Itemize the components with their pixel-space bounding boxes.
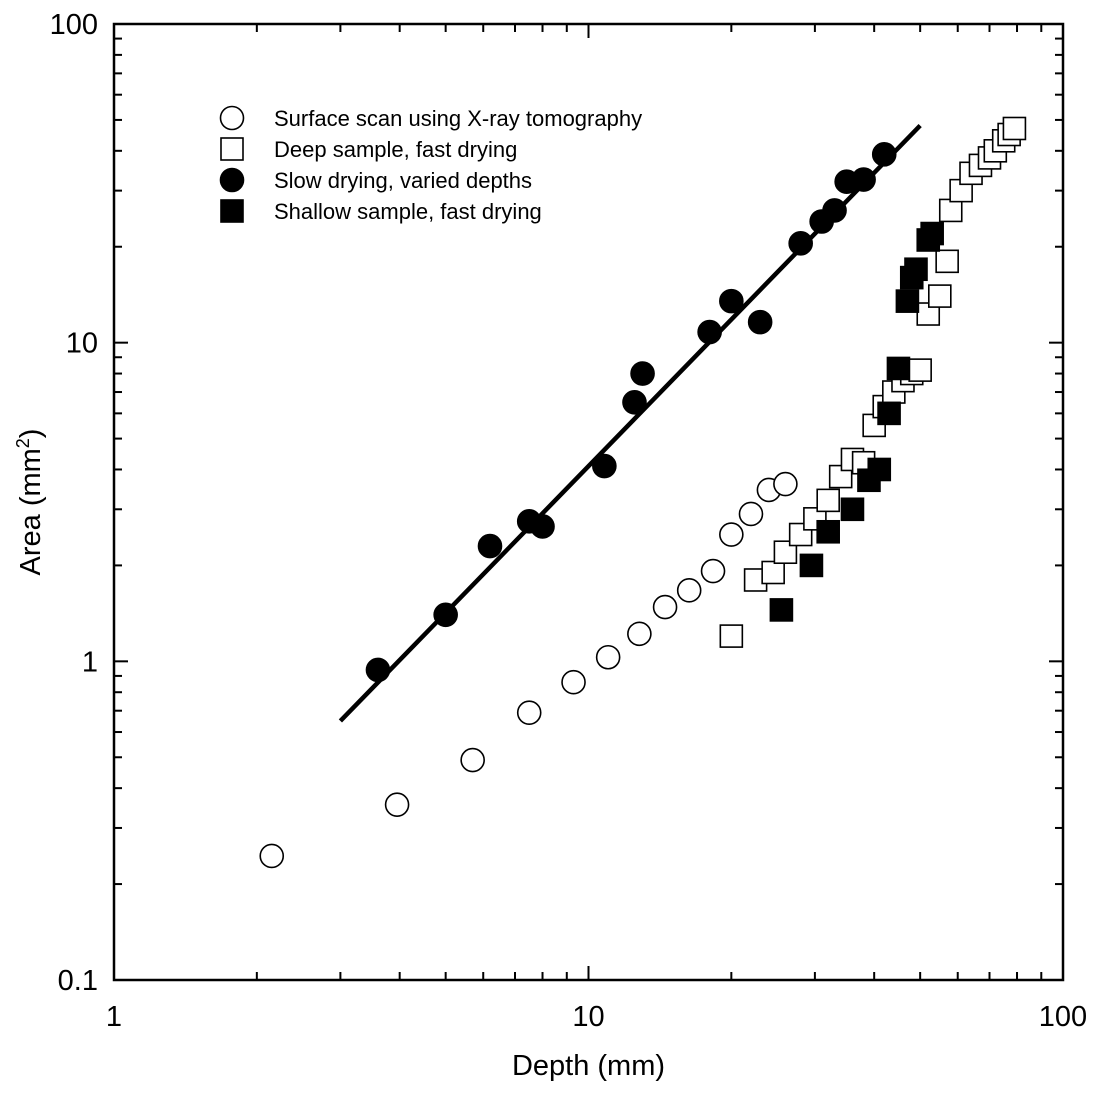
x-tick-label: 10	[572, 1001, 604, 1033]
data-point	[904, 257, 928, 282]
data-point	[761, 560, 785, 585]
data-point	[652, 594, 678, 620]
y-axis-label-close: )	[15, 429, 47, 439]
data-point	[747, 309, 773, 335]
y-axis-label-superscript: 2	[13, 438, 33, 448]
series-2-markers	[365, 142, 897, 683]
data-point	[592, 453, 617, 479]
legend-label: Slow drying, varied depths	[274, 168, 532, 193]
series-3-markers	[769, 221, 944, 622]
data-point	[530, 514, 555, 539]
data-point	[477, 533, 503, 559]
major-ticks	[113, 23, 1064, 981]
data-point	[769, 598, 794, 622]
data-point	[895, 289, 920, 313]
y-axis-label: Area (mm2)	[13, 429, 47, 576]
data-point	[719, 522, 744, 547]
data-point	[561, 669, 586, 695]
x-axis-label: Depth (mm)	[512, 1050, 665, 1082]
legend-marker	[220, 199, 244, 223]
x-tick-label: 100	[1039, 1001, 1087, 1033]
data-point	[700, 558, 726, 584]
data-point	[719, 288, 744, 314]
data-point	[259, 843, 285, 869]
data-point	[773, 471, 798, 497]
data-point	[630, 361, 655, 386]
data-point	[627, 621, 652, 647]
data-point	[935, 249, 959, 274]
data-point	[697, 319, 722, 345]
legend-marker	[219, 105, 245, 131]
legend-label: Shallow sample, fast drying	[274, 199, 542, 224]
legend-marker	[220, 137, 244, 161]
data-point	[877, 401, 901, 426]
series-1-markers	[719, 116, 1027, 648]
data-point	[799, 553, 824, 578]
data-point	[622, 389, 647, 415]
legend-marker	[219, 167, 245, 193]
data-point	[365, 657, 391, 683]
series-0-markers	[259, 471, 798, 869]
y-tick-label: 1	[82, 646, 98, 678]
legend-item: Shallow sample, fast drying	[220, 199, 542, 224]
data-point	[851, 167, 876, 192]
data-point	[676, 578, 702, 603]
data-point	[719, 624, 744, 648]
data-point	[595, 644, 621, 670]
data-point	[384, 792, 410, 817]
data-point	[1002, 116, 1027, 141]
data-point	[928, 284, 952, 308]
legend: Surface scan using X-ray tomography Deep …	[219, 105, 642, 224]
data-point	[816, 488, 840, 513]
data-markers	[259, 116, 1027, 869]
data-point	[788, 231, 813, 256]
data-point	[840, 497, 865, 522]
data-point	[433, 602, 458, 628]
data-point	[516, 700, 542, 725]
legend-item: Slow drying, varied depths	[219, 167, 532, 193]
legend-label: Deep sample, fast drying	[274, 137, 517, 162]
legend-item: Deep sample, fast drying	[220, 137, 517, 162]
x-tick-label: 1	[106, 1001, 122, 1033]
data-point	[460, 747, 485, 773]
data-point	[908, 358, 932, 382]
legend-label: Surface scan using X-ray tomography	[274, 106, 642, 131]
legend-item: Surface scan using X-ray tomography	[219, 105, 642, 131]
data-point	[773, 540, 798, 565]
y-tick-label: 100	[50, 9, 98, 41]
data-point	[871, 142, 897, 167]
data-point	[886, 356, 911, 381]
y-axis-label-main: Area (mm	[15, 448, 47, 575]
data-point	[822, 198, 847, 223]
minor-ticks	[114, 24, 1063, 980]
plot-frame	[112, 22, 1065, 982]
data-point	[816, 519, 840, 544]
y-tick-label: 0.1	[58, 965, 98, 997]
data-point	[867, 457, 892, 482]
y-tick-label: 10	[66, 328, 98, 360]
data-point	[938, 198, 963, 223]
data-point	[738, 501, 764, 527]
data-point	[920, 221, 944, 246]
